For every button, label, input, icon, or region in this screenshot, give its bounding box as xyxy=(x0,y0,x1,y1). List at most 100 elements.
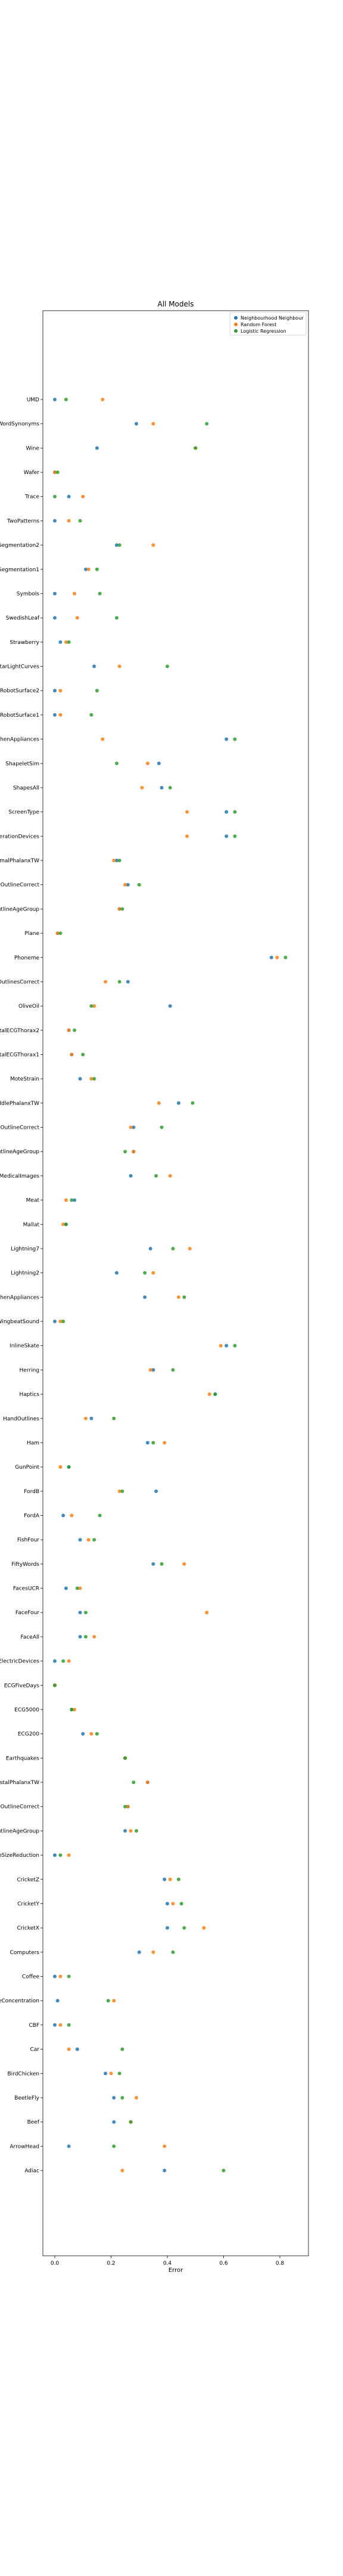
data-point-lr xyxy=(132,1781,136,1785)
data-point-rf xyxy=(89,1732,93,1736)
data-point-rf xyxy=(101,398,105,401)
data-point-lr xyxy=(98,592,102,596)
y-tick-label: ShapeletSim xyxy=(5,761,39,767)
data-point-rf xyxy=(129,1125,133,1129)
y-tick-label: Earthquakes xyxy=(6,1755,39,1761)
data-point-nn xyxy=(53,616,57,620)
chart-title: All Models xyxy=(158,300,194,308)
data-point-nn xyxy=(78,1077,82,1081)
y-tick-label: Beef xyxy=(27,2120,40,2126)
data-point-lr xyxy=(117,859,121,863)
data-point-nn xyxy=(163,1877,167,1881)
data-point-rf xyxy=(109,2072,113,2076)
data-point-nn xyxy=(114,1271,119,1275)
data-point-rf xyxy=(140,785,144,789)
data-point-rf xyxy=(151,543,155,547)
data-point-nn xyxy=(112,2095,116,2100)
data-point-rf xyxy=(151,1950,155,1954)
data-point-nn xyxy=(78,1538,82,1542)
data-point-lr xyxy=(78,519,82,523)
y-tick-label: MiddlePhalanxTW xyxy=(0,1101,39,1107)
y-tick-label: SmallKitchenAppliances xyxy=(0,737,39,743)
data-point-nn xyxy=(78,1634,82,1639)
data-point-rf xyxy=(112,1999,116,2003)
y-tick-label: OliveOil xyxy=(18,1004,39,1010)
data-point-lr xyxy=(55,470,60,475)
y-tick-label: Lightning2 xyxy=(11,1271,39,1277)
data-point-nn xyxy=(53,1853,57,1857)
data-point-lr xyxy=(67,640,71,644)
y-tick-label: Wine xyxy=(26,445,40,451)
data-point-nn xyxy=(224,834,229,838)
data-point-rf xyxy=(117,1489,121,1493)
y-tick-label: BeetleFly xyxy=(14,2095,39,2101)
data-point-nn xyxy=(151,1562,155,1566)
x-tick-label: 0.4 xyxy=(163,2261,172,2267)
data-point-rf xyxy=(101,737,105,741)
data-point-nn xyxy=(148,1246,152,1250)
data-point-lr xyxy=(95,567,99,571)
y-tick-label: NonInvasiveFetalECGThorax2 xyxy=(0,1028,39,1034)
y-tick-label: Lightning7 xyxy=(11,1246,39,1252)
y-tick-label: ProximalPhalanxTW xyxy=(0,858,39,864)
y-tick-label: Herring xyxy=(20,1367,39,1373)
data-point-rf xyxy=(67,519,71,523)
data-point-rf xyxy=(151,422,155,426)
x-tick-label: 0.6 xyxy=(219,2261,228,2267)
y-tick-label: ShapesAll xyxy=(13,785,39,791)
data-point-lr xyxy=(222,2169,226,2172)
y-tick-label: FishFour xyxy=(17,1537,39,1543)
data-point-nn xyxy=(53,519,57,523)
data-point-rf xyxy=(207,1392,211,1397)
data-point-rf xyxy=(92,1634,96,1639)
legend-marker-rf xyxy=(234,323,238,326)
data-point-rf xyxy=(58,1465,63,1469)
data-point-rf xyxy=(185,810,189,814)
data-point-nn xyxy=(53,1320,57,1324)
data-point-nn xyxy=(163,2169,167,2172)
y-tick-label: Mallat xyxy=(23,1222,40,1228)
data-point-rf xyxy=(151,1271,155,1275)
data-point-rf xyxy=(188,1246,192,1250)
data-point-lr xyxy=(205,422,209,426)
data-point-nn xyxy=(224,810,229,814)
data-point-lr xyxy=(70,1198,74,1202)
data-point-rf xyxy=(104,980,108,984)
data-point-lr xyxy=(182,1926,186,1930)
y-tick-label: NonInvasiveFetalECGThorax1 xyxy=(0,1052,39,1058)
data-point-lr xyxy=(171,1368,175,1372)
y-tick-label: DistalPhalanxOutlineAgeGroup xyxy=(0,1828,39,1834)
data-point-nn xyxy=(166,1902,169,1906)
x-axis-label: Error xyxy=(169,2267,183,2274)
data-point-lr xyxy=(179,1902,183,1906)
y-tick-label: ElectricDevices xyxy=(0,1659,39,1665)
data-point-rf xyxy=(75,616,79,620)
y-tick-label: ChlorineConcentration xyxy=(0,1998,39,2004)
data-point-rf xyxy=(145,761,149,766)
data-point-lr xyxy=(123,1804,127,1809)
data-point-nn xyxy=(269,955,273,959)
data-point-lr xyxy=(233,737,237,741)
y-tick-label: FaceFour xyxy=(15,1610,39,1616)
data-point-rf xyxy=(168,1877,172,1881)
y-tick-label: ArrowHead xyxy=(10,2144,39,2150)
data-point-nn xyxy=(126,883,130,887)
data-point-lr xyxy=(154,1174,158,1178)
data-point-rf xyxy=(78,1586,82,1590)
data-point-lr xyxy=(89,1004,93,1008)
data-point-nn xyxy=(53,713,57,717)
legend-label-rf: Random Forest xyxy=(241,322,276,327)
data-point-lr xyxy=(233,1343,237,1348)
y-tick-label: CricketZ xyxy=(17,1877,39,1883)
data-point-rf xyxy=(58,713,63,717)
legend-label-nn: Neighbourhood Neighbour xyxy=(241,315,304,321)
data-point-lr xyxy=(171,1246,175,1250)
y-tick-label: PhalangesOutlinesCorrect xyxy=(0,979,39,985)
data-point-rf xyxy=(120,2169,124,2172)
data-point-nn xyxy=(67,494,71,499)
data-point-nn xyxy=(145,1441,149,1445)
data-point-lr xyxy=(61,1659,66,1663)
y-tick-label: ToeSegmentation1 xyxy=(0,567,39,573)
data-point-rf xyxy=(171,1902,175,1906)
